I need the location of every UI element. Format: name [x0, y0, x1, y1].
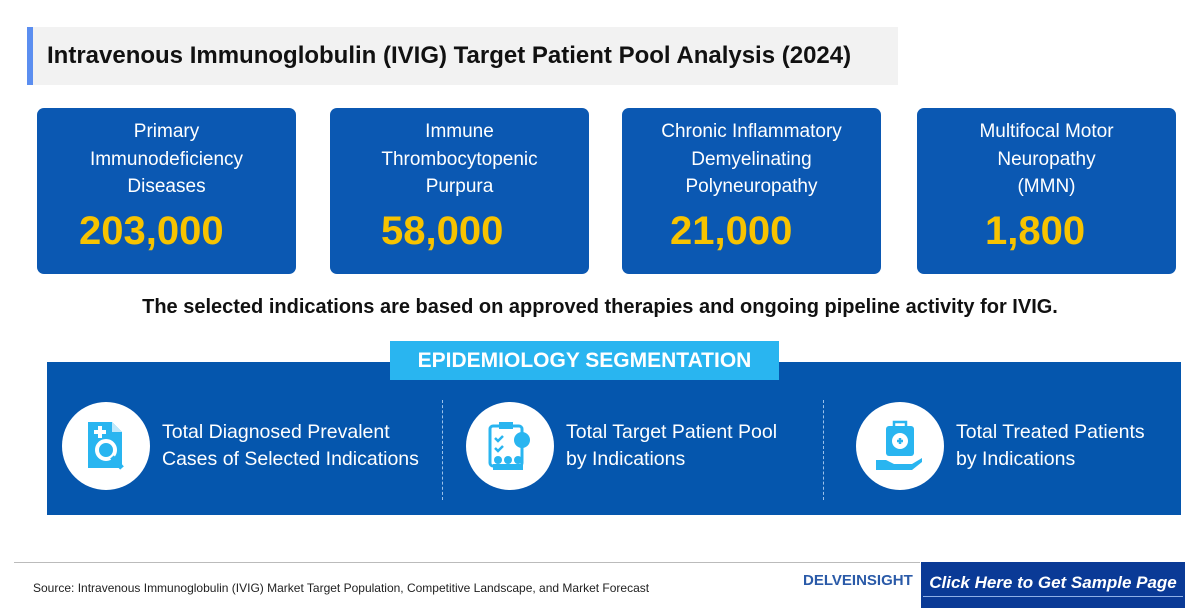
- segment-label: Total Treated Patients by Indications: [956, 421, 1145, 470]
- card-value: 203,000: [79, 209, 224, 253]
- card-label: Primary Immunodeficiency Diseases: [89, 121, 244, 197]
- divider: [823, 400, 824, 500]
- card-label: Chronic Inflammatory Demyelinating Polyn…: [661, 121, 842, 197]
- page-title: Intravenous Immunoglobulin (IVIG) Target…: [27, 27, 898, 85]
- segment-label: Total Target Patient Pool by Indications: [566, 421, 778, 470]
- card-pid: Primary Immunodeficiency Diseases 203,00…: [37, 108, 296, 274]
- segment-item: Total Target Patient Pool by Indications: [466, 402, 777, 490]
- card-label: Immune Thrombocytopenic Purpura: [381, 121, 538, 197]
- card-cidp: Chronic Inflammatory Demyelinating Polyn…: [622, 108, 881, 274]
- get-sample-page-button[interactable]: Click Here to Get Sample Page: [921, 562, 1185, 608]
- segment-item: Total Diagnosed Prevalent Cases of Selec…: [62, 402, 419, 490]
- card-value: 58,000: [381, 209, 504, 253]
- source-text: Source: Intravenous Immunoglobulin (IVIG…: [33, 581, 650, 595]
- card-label: Multifocal Motor Neuropathy (MMN): [979, 121, 1114, 197]
- divider: [442, 400, 443, 500]
- segment-label: Total Diagnosed Prevalent Cases of Selec…: [162, 421, 419, 470]
- footer-divider: [14, 562, 920, 563]
- segmentation-panel: [47, 362, 1181, 515]
- document-search-icon: [62, 402, 150, 490]
- card-mmn: Multifocal Motor Neuropathy (MMN) 1,800: [917, 108, 1176, 274]
- delveinsight-logo: DELVEINSIGHT: [803, 572, 913, 589]
- clipboard-patients-icon: [466, 402, 554, 490]
- medical-kit-hand-icon: [856, 402, 944, 490]
- segmentation-header: EPIDEMIOLOGY SEGMENTATION: [390, 341, 779, 380]
- card-value: 21,000: [670, 209, 793, 253]
- indications-note: The selected indications are based on ap…: [142, 296, 1058, 318]
- card-value: 1,800: [985, 209, 1086, 253]
- card-itp: Immune Thrombocytopenic Purpura 58,000: [330, 108, 589, 274]
- button-label: Click Here to Get Sample Page: [923, 573, 1183, 597]
- segment-item: Total Treated Patients by Indications: [856, 402, 1145, 490]
